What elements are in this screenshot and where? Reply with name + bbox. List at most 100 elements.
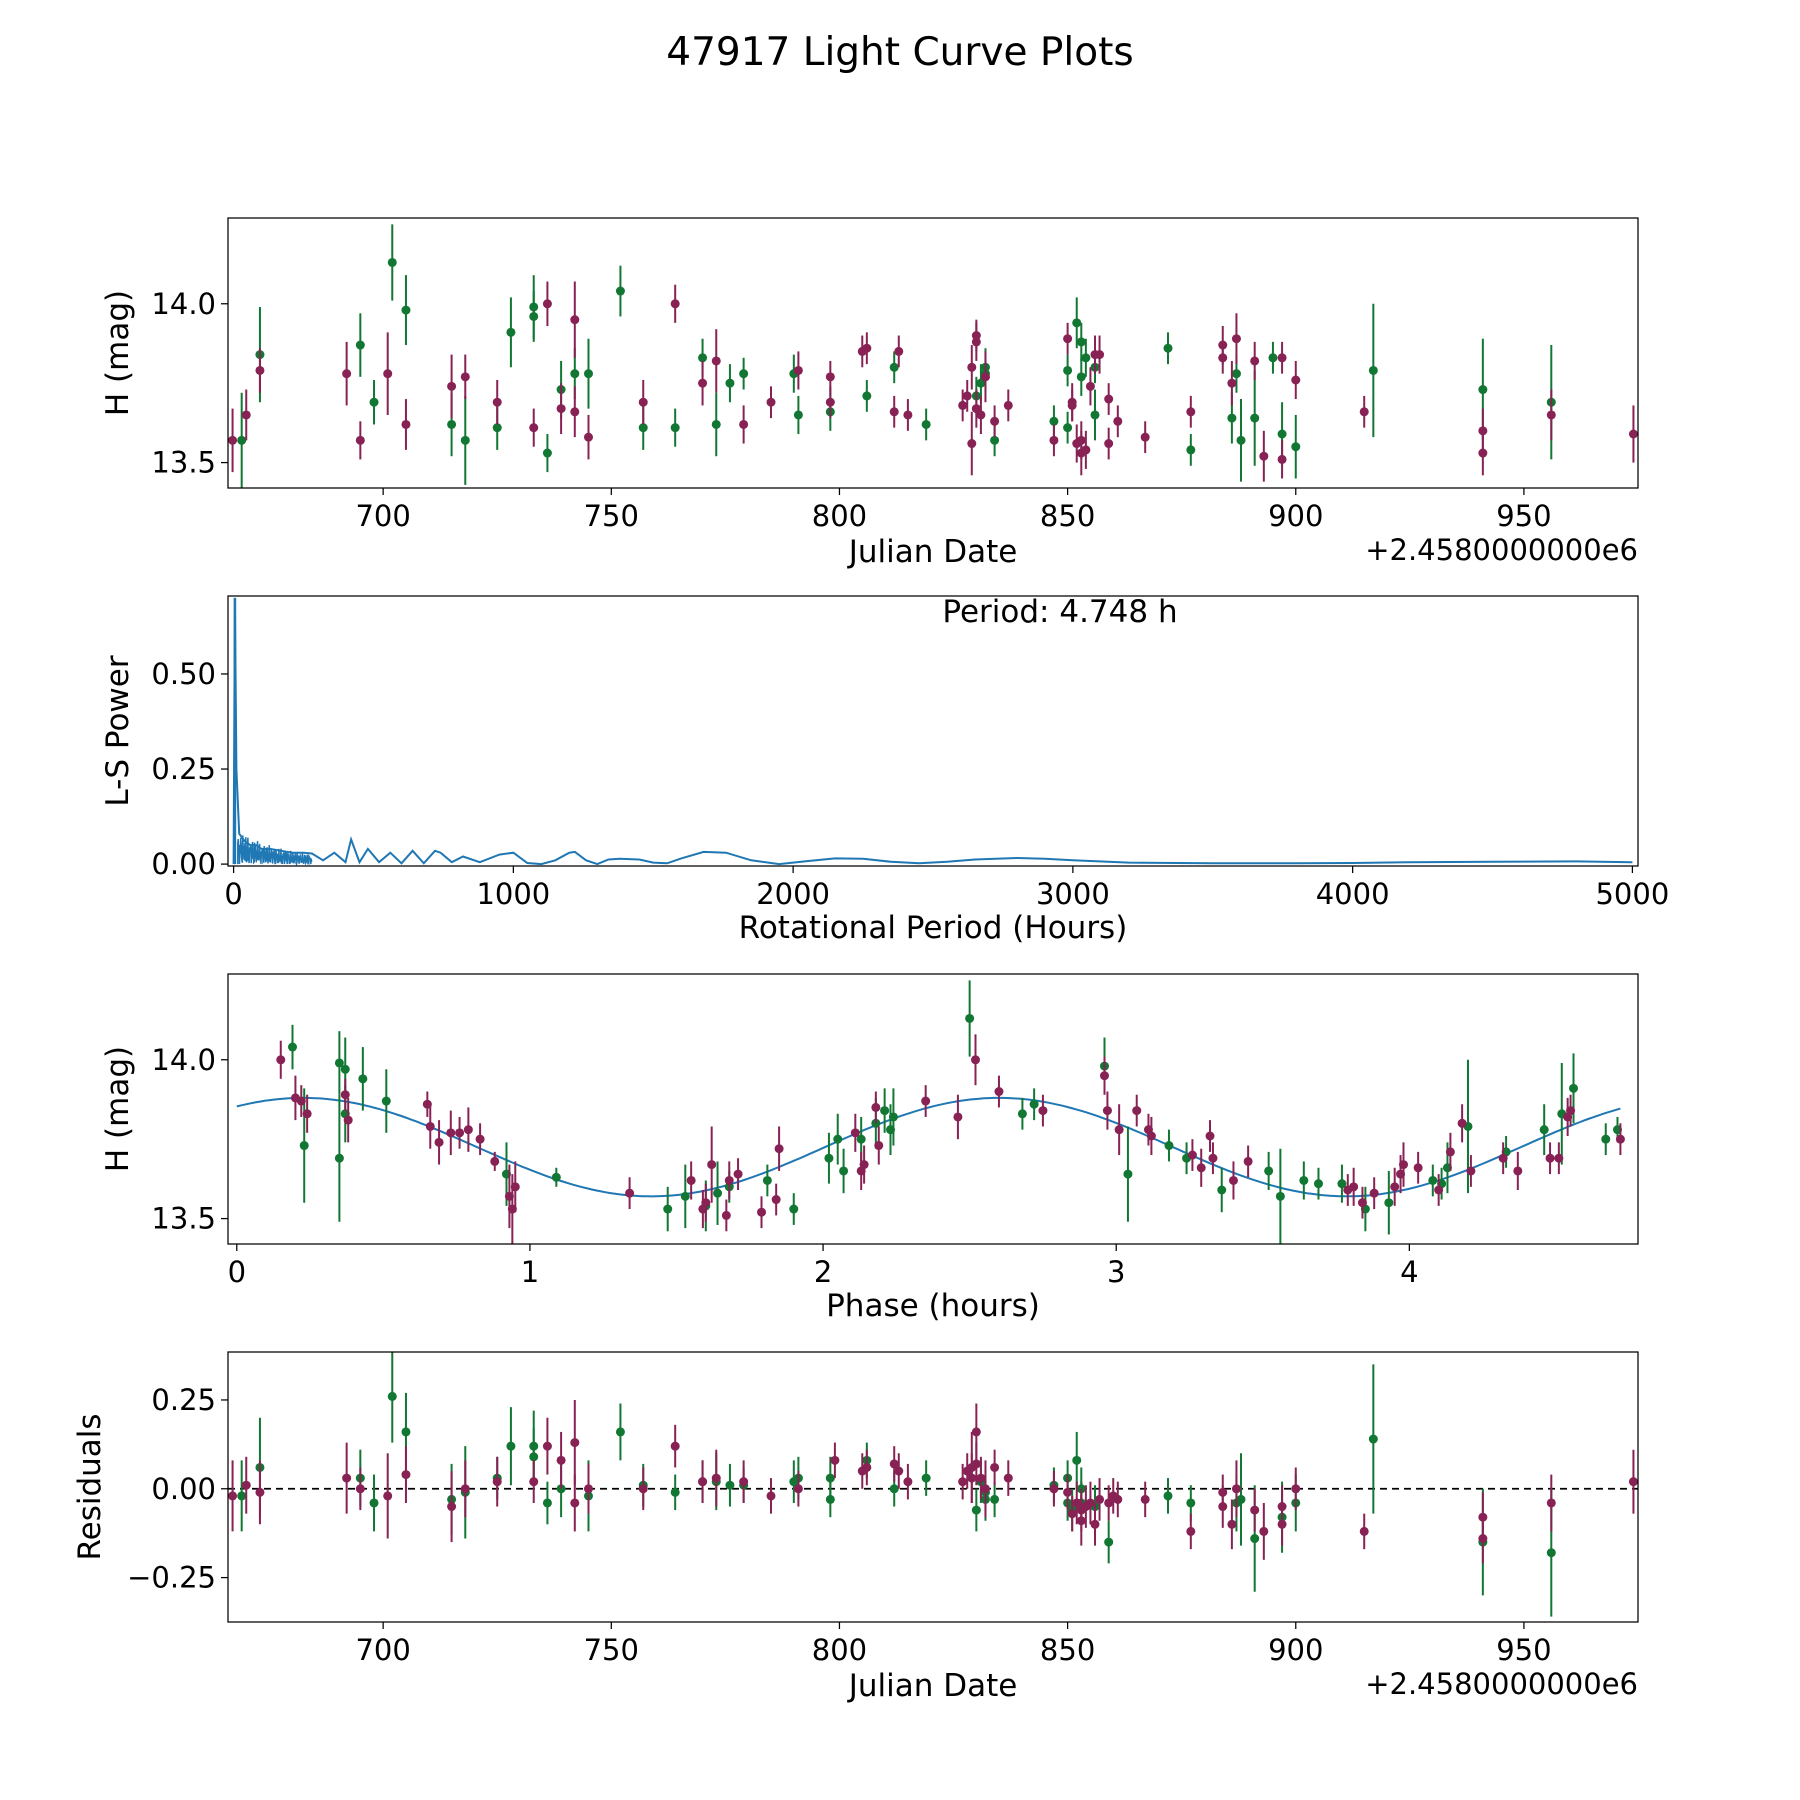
residuals-point-magenta	[556, 1455, 566, 1465]
residuals-point-green	[506, 1441, 516, 1451]
phased-point-magenta	[1398, 1160, 1408, 1170]
lightcurve-point-magenta	[711, 356, 721, 366]
phased-point-green	[1601, 1134, 1611, 1144]
phased-point-magenta	[686, 1175, 696, 1185]
residuals-point-green	[825, 1473, 835, 1483]
lightcurve-point-magenta	[542, 299, 552, 309]
phased-point-green	[888, 1112, 898, 1122]
lightcurve-point-green	[1368, 365, 1378, 375]
phased-point-magenta	[1457, 1118, 1467, 1128]
lightcurve-point-magenta	[739, 419, 749, 429]
lightcurve-xtick-label: 750	[584, 499, 639, 533]
residuals-panel: 700 750 800 850 900 950 −0.25 0.00 0.25 Julian D…	[72, 1351, 1639, 1704]
residuals-point-magenta	[542, 1441, 552, 1451]
residuals-point-magenta	[1049, 1484, 1059, 1494]
phased-point-magenta	[1434, 1185, 1444, 1195]
phased-point-green	[713, 1188, 723, 1198]
phased-point-green	[1569, 1083, 1579, 1093]
phased-point-magenta	[1566, 1106, 1576, 1116]
lightcurve-point-green	[739, 369, 749, 379]
residuals-point-magenta	[698, 1477, 708, 1487]
periodogram-xtick-label: 2000	[756, 877, 830, 911]
phased-point-magenta	[859, 1160, 869, 1170]
lightcurve-panel: 700 750 800 850 900 950 13.5 14.0 Julian Date H…	[100, 217, 1639, 570]
phased-point-magenta	[1038, 1106, 1048, 1116]
residuals-point-magenta	[1095, 1494, 1105, 1504]
lightcurve-point-green	[542, 448, 552, 458]
lightcurve-point-magenta	[980, 372, 990, 382]
lightcurve-point-magenta	[793, 365, 803, 375]
phased-point-green	[1299, 1175, 1309, 1185]
lightcurve-point-green	[570, 369, 580, 379]
phased-point-magenta	[1390, 1182, 1400, 1192]
phased-point-green	[299, 1141, 309, 1151]
lightcurve-point-magenta	[766, 397, 776, 407]
residuals-point-magenta	[971, 1427, 981, 1437]
lightcurve-point-green	[237, 435, 247, 445]
lightcurve-point-magenta	[228, 435, 238, 445]
phased-point-green	[1539, 1125, 1549, 1135]
phased-point-magenta	[340, 1090, 350, 1100]
phased-point-magenta	[446, 1128, 456, 1138]
residuals-point-magenta	[766, 1491, 776, 1501]
residuals-point-green	[725, 1480, 735, 1490]
lightcurve-point-green	[1231, 369, 1241, 379]
phased-point-magenta	[1102, 1106, 1112, 1116]
residuals-point-green	[615, 1427, 625, 1437]
residuals-point-magenta	[1072, 1498, 1082, 1508]
phased-point-magenta	[971, 1055, 981, 1065]
phased-point-magenta	[1114, 1125, 1124, 1135]
phased-panel: 0 1 2 3 4 13.5 14.0 Phase (hours) H (mag)	[100, 973, 1639, 1324]
lightcurve-point-magenta	[1250, 356, 1260, 366]
periodogram-xtick-label: 4000	[1316, 877, 1390, 911]
residuals-marks	[228, 1352, 1638, 1617]
residuals-point-magenta	[570, 1438, 580, 1448]
phased-point-magenta	[1228, 1175, 1238, 1185]
residuals-point-magenta	[670, 1441, 680, 1451]
periodogram-x-label: Rotational Period (Hours)	[739, 910, 1128, 946]
lightcurve-point-magenta	[1478, 448, 1488, 458]
periodogram-ytick-label: 0.25	[151, 752, 216, 786]
phased-point-green	[789, 1204, 799, 1214]
phased-point-magenta	[1132, 1106, 1142, 1116]
lightcurve-point-green	[1227, 413, 1237, 423]
periodogram-xtick-label: 5000	[1595, 877, 1669, 911]
residuals-point-magenta	[1104, 1498, 1114, 1508]
lightcurve-point-green	[447, 419, 457, 429]
phased-point-magenta	[953, 1112, 963, 1122]
residuals-xtick-label: 700	[355, 1633, 410, 1667]
lightcurve-point-magenta	[1140, 432, 1150, 442]
lightcurve-point-green	[1076, 372, 1086, 382]
residuals-point-magenta	[862, 1462, 872, 1472]
lightcurve-point-green	[1250, 413, 1260, 423]
phased-point-green	[1217, 1185, 1227, 1195]
residuals-xtick-label: 950	[1496, 1633, 1551, 1667]
residuals-point-magenta	[492, 1477, 502, 1487]
lightcurve-point-magenta	[1085, 381, 1095, 391]
residuals-point-magenta	[1003, 1473, 1013, 1483]
residuals-y-label: Residuals	[72, 1413, 108, 1560]
lightcurve-point-green	[889, 362, 899, 372]
residuals-point-magenta	[1231, 1484, 1241, 1494]
phased-point-green	[358, 1074, 368, 1084]
lightcurve-point-magenta	[255, 365, 265, 375]
residuals-point-magenta	[1113, 1494, 1123, 1504]
phased-point-magenta	[733, 1169, 743, 1179]
residuals-point-magenta	[793, 1484, 803, 1494]
lightcurve-point-magenta	[1359, 407, 1369, 417]
lightcurve-point-magenta	[967, 362, 977, 372]
residuals-point-magenta	[990, 1462, 1000, 1472]
phased-point-magenta	[1099, 1071, 1109, 1081]
phased-point-green	[965, 1013, 975, 1023]
phased-ticks: 0 1 2 3 4 13.5 14.0	[151, 1043, 1418, 1289]
phased-point-magenta	[771, 1195, 781, 1205]
residuals-x-offset-label: +2.4580000000e6	[1365, 1667, 1638, 1701]
phased-point-magenta	[1369, 1188, 1379, 1198]
phased-point-magenta	[510, 1182, 520, 1192]
phased-point-green	[1313, 1179, 1323, 1189]
lightcurve-point-magenta	[638, 397, 648, 407]
residuals-point-green	[237, 1491, 247, 1501]
residuals-point-magenta	[1478, 1512, 1488, 1522]
phased-point-green	[1337, 1179, 1347, 1189]
phased-point-magenta	[1205, 1131, 1215, 1141]
